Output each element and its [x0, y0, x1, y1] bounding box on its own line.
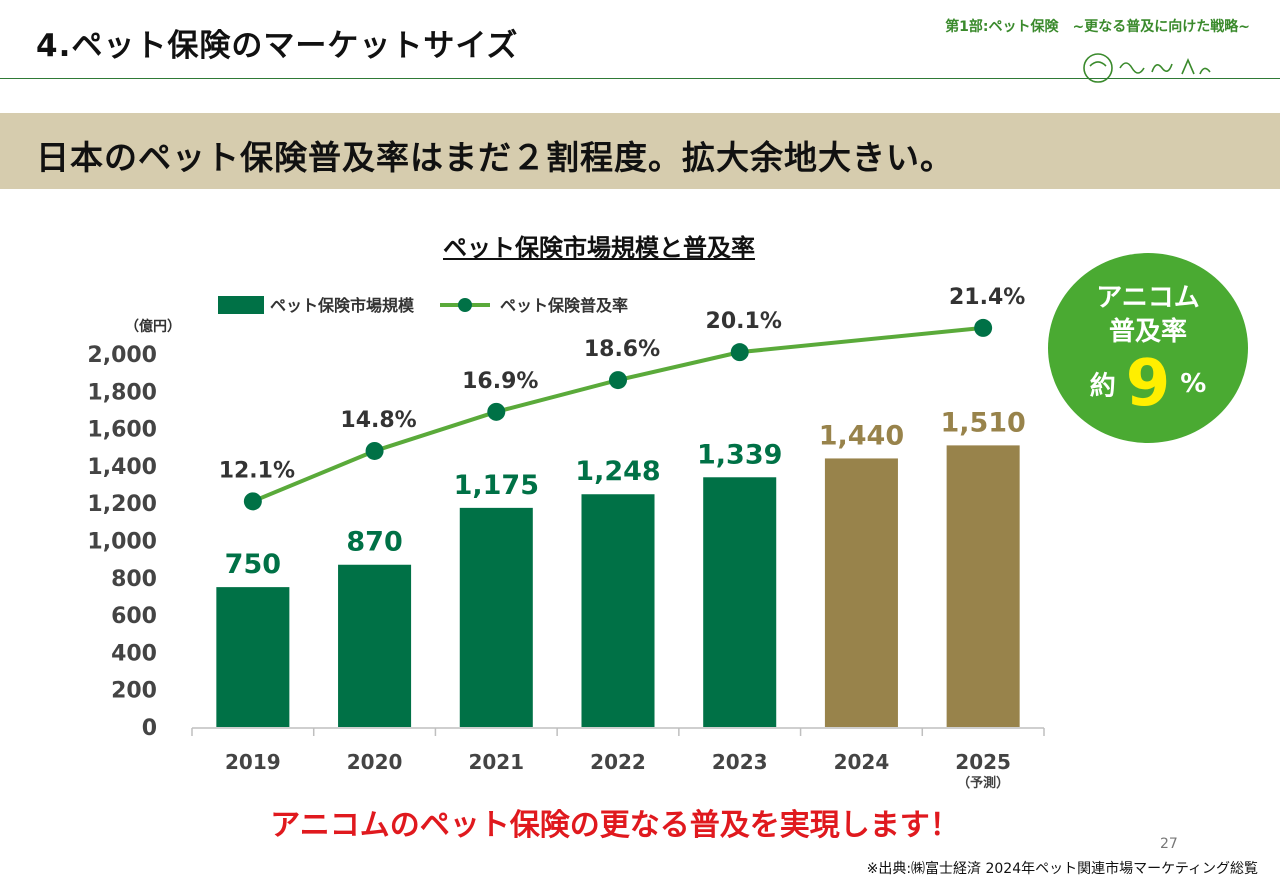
badge-suffix: % [1180, 369, 1207, 399]
bar-value-label: 1,339 [697, 439, 782, 470]
chart-title: ペット保険市場規模と普及率 [443, 234, 755, 262]
x-tick-label: 2023 [712, 750, 768, 774]
header-divider [0, 78, 1280, 79]
rate-line [252, 325, 984, 504]
rate-point [487, 402, 506, 421]
x-tick-label: 2022 [590, 750, 646, 774]
source-note: ※出典:㈱富士経済 2024年ペット関連市場マーケティング総覧 [866, 861, 1258, 877]
bar [459, 507, 533, 727]
rate-point [730, 343, 749, 362]
bar [216, 587, 290, 727]
conclusion-text: アニコムのペット保険の更なる普及を実現します！ [270, 808, 960, 843]
bar-value-label: 750 [225, 549, 281, 580]
rate-point [974, 318, 993, 337]
badge-number: 9 [1125, 347, 1171, 421]
page-number: 27 [1160, 836, 1178, 852]
y-tick-label: 600 [111, 604, 157, 629]
x-tick-label: 2021 [468, 750, 524, 774]
legend-bar-label: ペット保険市場規模 [270, 296, 415, 315]
x-tick-note: （予測） [957, 775, 1009, 791]
rate-label: 14.8% [340, 408, 416, 433]
x-tick-label: 2025 [955, 750, 1011, 774]
legend-line-marker [458, 298, 472, 312]
bar-value-label: 1,248 [575, 456, 660, 487]
y-tick-label: 2,000 [87, 343, 157, 368]
y-tick-label: 1,200 [87, 492, 157, 517]
y-tick-label: 1,000 [87, 530, 157, 555]
headline-text: 日本のペット保険普及率はまだ２割程度。拡大余地大きい。 [36, 138, 954, 177]
bar [703, 477, 777, 727]
headline-banner [0, 113, 1280, 189]
rate-point [609, 371, 627, 390]
x-tick-label: 2019 [225, 750, 281, 774]
bar-value-label: 1,175 [454, 470, 539, 501]
rate-label: 18.6% [584, 337, 660, 362]
y-tick-label: 1,800 [87, 380, 157, 405]
x-tick-label: 2024 [834, 750, 890, 774]
pet-doodle-icon [1083, 53, 1211, 83]
bar-value-label: 1,510 [940, 407, 1025, 438]
y-tick-label: 1,400 [87, 455, 157, 480]
bar-value-label: 870 [346, 527, 402, 558]
legend-line-label: ペット保険普及率 [500, 296, 628, 315]
slide-title: 4.ペット保険のマーケットサイズ [36, 28, 519, 64]
bar [338, 564, 412, 727]
bar [581, 494, 655, 727]
chart-legend: ペット保険市場規模 ペット保険普及率 [218, 296, 628, 315]
rate-label: 21.4% [949, 285, 1025, 310]
rate-point [365, 441, 384, 460]
badge-line2: 普及率 [1108, 317, 1187, 347]
rate-point [243, 492, 262, 511]
rate-label: 20.1% [706, 309, 782, 334]
penetration-badge: アニコム 普及率 約 9% [1048, 253, 1248, 443]
badge-prefix: 約 [1089, 371, 1116, 402]
y-tick-label: 200 [111, 679, 157, 704]
rate-label: 16.9% [462, 369, 538, 394]
badge-line1: アニコム [1096, 283, 1200, 313]
bar [824, 458, 898, 727]
x-tick-label: 2020 [347, 750, 403, 774]
rate-label: 12.1% [219, 458, 295, 483]
y-tick-label: 1,600 [87, 418, 157, 443]
header-subtitle: 第1部:ペット保険 ~更なる普及に向けた戦略~ [945, 19, 1250, 35]
bar-value-label: 1,440 [819, 420, 904, 451]
y-tick-label: 400 [111, 641, 157, 666]
legend-bar-swatch [218, 296, 264, 314]
badge-value-row: 約 9% [1048, 347, 1248, 421]
bar [946, 445, 1020, 727]
y-unit-label: （億円） [125, 318, 181, 335]
y-tick-label: 800 [111, 567, 157, 592]
y-tick-label: 0 [142, 716, 157, 741]
